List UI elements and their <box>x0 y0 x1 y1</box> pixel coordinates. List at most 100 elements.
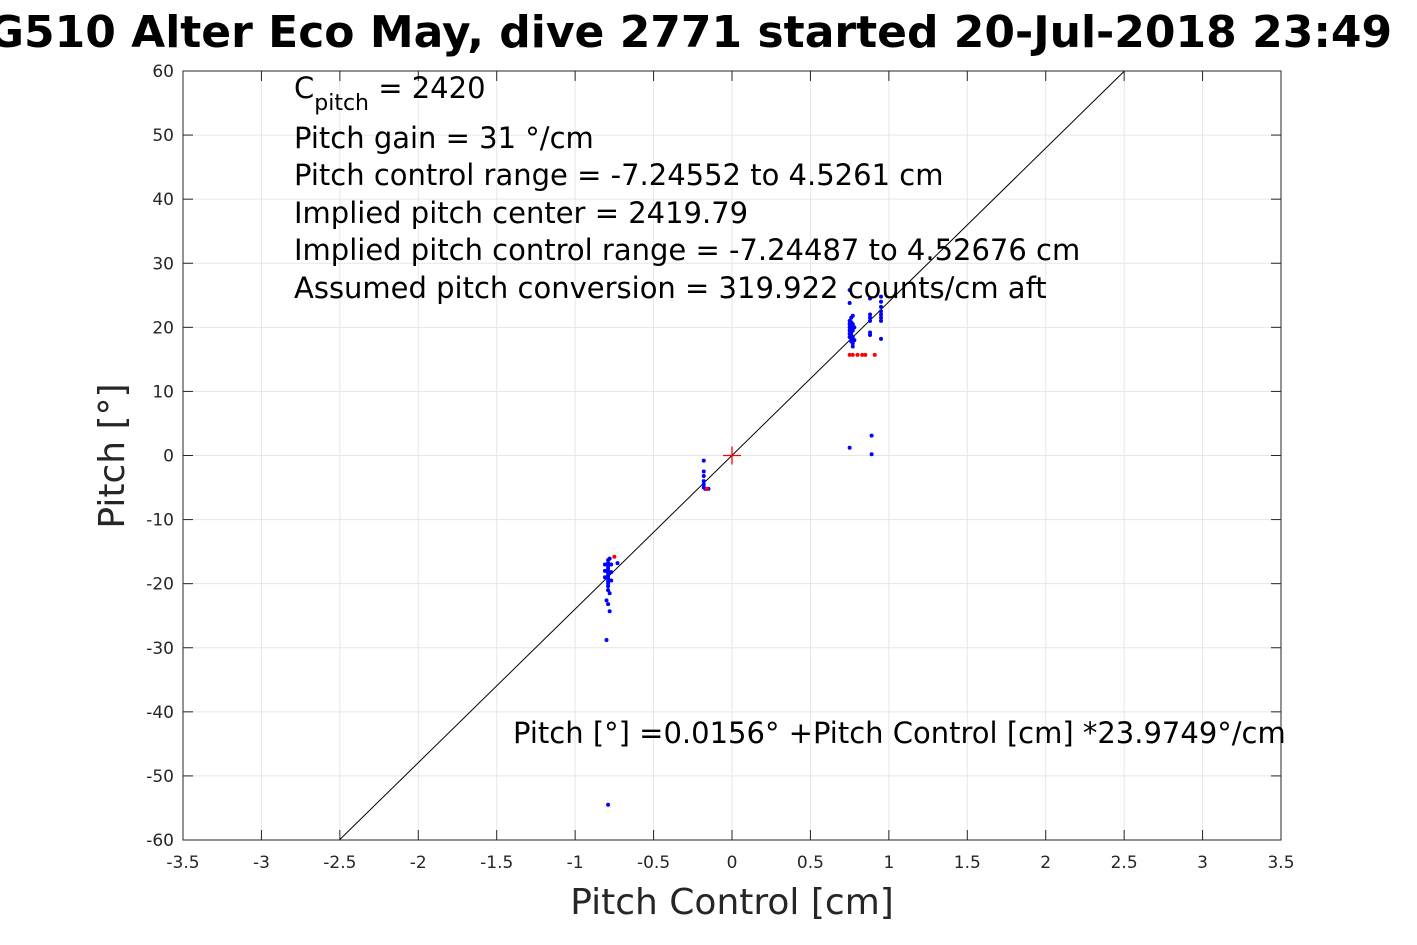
data-point <box>850 313 855 318</box>
data-point <box>860 352 865 357</box>
data-point <box>879 299 884 304</box>
x-tick-label: 3.5 <box>1267 853 1294 873</box>
data-point <box>879 318 884 323</box>
c-pitch-value: = 2420 <box>369 71 486 105</box>
pitch-gain-annotation: Pitch gain = 31 °/cm <box>294 121 594 155</box>
x-tick-label: 0.5 <box>797 853 824 873</box>
x-axis-label: Pitch Control [cm] <box>570 882 894 923</box>
x-tick-label: 1 <box>883 853 894 873</box>
y-tick-label: 10 <box>152 382 174 402</box>
chart-title: G510 Alter Eco May, dive 2771 started 20… <box>0 7 1392 58</box>
x-tick-label: 2 <box>1040 853 1051 873</box>
data-point <box>701 479 706 484</box>
center-marker <box>723 446 741 465</box>
y-tick-label: 40 <box>152 190 174 210</box>
data-point <box>847 288 852 293</box>
data-point <box>868 315 873 320</box>
data-point <box>604 638 609 643</box>
data-point <box>701 469 706 474</box>
x-tick-label: 2.5 <box>1111 853 1138 873</box>
plot-contents <box>338 70 1125 841</box>
y-tick-label: -20 <box>146 575 174 595</box>
data-point <box>850 328 855 333</box>
data-point <box>852 338 857 343</box>
c-pitch-symbol: C <box>294 71 314 105</box>
data-point <box>879 336 884 341</box>
y-axis-label: Pitch [°] <box>92 383 133 528</box>
y-tick-label: 50 <box>152 126 174 146</box>
data-point <box>701 458 706 463</box>
plot-frame <box>182 70 1282 841</box>
y-tick-label: 20 <box>152 318 174 338</box>
data-point <box>850 322 855 327</box>
data-point <box>602 575 607 580</box>
x-tick-label: -2 <box>410 853 427 873</box>
pitch-control-range-annotation: Pitch control range = -7.24552 to 4.5261… <box>294 158 943 192</box>
pitch-conversion-annotation: Assumed pitch conversion = 319.922 count… <box>294 271 1047 305</box>
data-point <box>609 570 614 575</box>
data-point <box>609 578 614 583</box>
y-tick-label: 60 <box>152 62 174 82</box>
c-pitch-annotation: Cpitch = 2420 <box>294 71 486 116</box>
data-points <box>602 288 884 807</box>
x-tick-label: -3.5 <box>166 853 199 873</box>
data-point <box>868 296 873 301</box>
data-point <box>868 333 873 338</box>
data-point <box>615 561 620 566</box>
y-tick-label: -10 <box>146 511 174 531</box>
x-tick-label: 0 <box>727 853 738 873</box>
y-tick-label: 0 <box>163 447 174 467</box>
data-point <box>606 588 611 593</box>
tick-labels: -3.5 -3 -2.5 -2 -1.5 -1 -0.5 0 0.5 1 1.5 2 2.5 3 3.5 -6… <box>146 62 1294 873</box>
implied-pitch-range-annotation: Implied pitch control range = -7.24487 t… <box>294 233 1080 267</box>
data-point <box>850 341 855 346</box>
y-tick-label: 30 <box>152 254 174 274</box>
implied-pitch-center-annotation: Implied pitch center = 2419.79 <box>294 196 748 230</box>
data-point <box>612 554 617 559</box>
data-point <box>869 452 874 457</box>
x-tick-label: -0.5 <box>637 853 670 873</box>
data-point <box>847 445 852 450</box>
data-point <box>879 315 884 320</box>
y-tick-label: -50 <box>146 767 174 787</box>
data-point <box>606 584 611 589</box>
data-point <box>863 352 868 357</box>
y-tick-label: -30 <box>146 639 174 659</box>
data-point <box>879 304 884 309</box>
data-point <box>850 334 855 339</box>
data-point <box>852 325 857 330</box>
data-point <box>879 294 884 299</box>
x-tick-label: -2.5 <box>323 853 356 873</box>
x-tick-label: 3 <box>1197 853 1208 873</box>
fit-equation-annotation: Pitch [°] =0.0156° +Pitch Control [cm] *… <box>513 716 1286 750</box>
data-point <box>607 609 612 614</box>
data-point <box>868 312 873 317</box>
data-point <box>609 562 614 567</box>
y-tick-label: -60 <box>146 831 174 851</box>
c-pitch-subscript: pitch <box>314 91 369 116</box>
y-tick-label: -40 <box>146 703 174 723</box>
x-tick-label: -1 <box>567 853 584 873</box>
x-tick-label: -3 <box>253 853 270 873</box>
data-point <box>602 568 607 573</box>
x-tick-label: -1.5 <box>480 853 513 873</box>
data-point <box>872 352 877 357</box>
data-point <box>604 598 609 603</box>
data-point <box>847 352 852 357</box>
data-point <box>879 309 884 314</box>
data-point <box>607 591 612 596</box>
data-point <box>850 344 855 349</box>
axis-ticks <box>182 70 1282 841</box>
data-point <box>847 300 852 305</box>
data-point <box>850 352 855 357</box>
data-point <box>704 486 709 491</box>
data-point <box>879 312 884 317</box>
data-point <box>606 802 611 807</box>
data-point <box>607 556 612 561</box>
data-point <box>701 482 706 487</box>
data-point <box>602 562 607 567</box>
x-tick-label: 1.5 <box>954 853 981 873</box>
data-point <box>701 474 706 479</box>
data-point <box>869 433 874 438</box>
